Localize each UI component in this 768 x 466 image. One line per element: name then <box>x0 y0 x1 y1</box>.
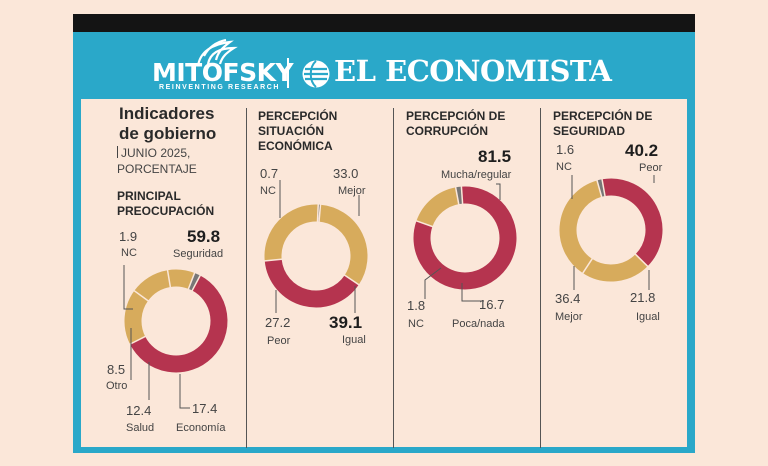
slice-separator <box>415 219 434 228</box>
top-bar <box>73 14 695 32</box>
slice-separator <box>343 274 361 286</box>
donut-slice-salud <box>134 270 171 302</box>
slice-separator <box>263 258 283 262</box>
slice-separator <box>191 274 202 292</box>
donut-slice-mejor <box>318 204 368 285</box>
chart-title: PRINCIPAL PREOCUPACIÓN <box>117 189 215 218</box>
value-label: 1.9 <box>119 229 138 244</box>
slice-separator <box>316 203 320 223</box>
donut-slice-igual <box>264 258 359 308</box>
donut-slice-econom-a <box>124 290 149 345</box>
category-label: Poca/nada <box>452 318 505 330</box>
slice-separator <box>318 203 322 223</box>
chart-title: PERCEPCIÓN DE SEGURIDAD <box>553 109 653 138</box>
category-label: Peor <box>639 162 663 174</box>
value-label: 81.5 <box>478 147 512 166</box>
slice-separator <box>133 289 150 302</box>
column-divider <box>246 108 247 448</box>
leader-line <box>179 374 190 409</box>
slice-separator <box>596 179 603 198</box>
page-subtitle: JUNIO 2025, PORCENTAJE <box>117 146 197 176</box>
brand-header: MITOFSKY REINVENTING RESEARCH EL ECONOMI… <box>0 38 768 94</box>
brand-separator <box>287 58 289 88</box>
value-label: 39.1 <box>329 313 363 332</box>
leader-line <box>461 283 484 302</box>
value-label: 27.2 <box>265 315 291 330</box>
leader-line <box>123 265 133 310</box>
mitofsky-wing-icon <box>196 38 238 67</box>
donut-slice-seguridad <box>130 275 228 373</box>
donut-chart-corrupcion <box>413 185 517 290</box>
leader-line <box>496 183 501 200</box>
category-label: Seguridad <box>173 248 224 260</box>
slice-separator <box>634 253 649 268</box>
chart-title: PERCEPCIÓN SITUACIÓN ECONÓMICA <box>258 109 338 153</box>
category-label: NC <box>556 161 572 173</box>
leader-line <box>424 267 442 299</box>
category-label: NC <box>121 247 137 259</box>
economista-logo: EL ECONOMISTA <box>334 54 612 88</box>
value-label: 8.5 <box>107 362 126 377</box>
value-label: 1.8 <box>407 298 426 313</box>
donut-slice-poca-nada <box>416 187 460 227</box>
category-label: Igual <box>636 311 660 323</box>
value-label: 59.8 <box>187 227 221 246</box>
slice-separator <box>166 269 172 289</box>
category-label: Mejor <box>555 311 583 323</box>
value-label: 17.4 <box>192 401 218 416</box>
value-label: 12.4 <box>126 403 152 418</box>
column-divider <box>393 108 394 448</box>
category-label: Peor <box>267 335 291 347</box>
category-label: NC <box>408 318 424 330</box>
category-label: Otro <box>106 380 128 392</box>
category-label: Salud <box>126 422 155 434</box>
donut-slice-mejor <box>559 180 603 274</box>
donut-slice-otro <box>167 269 195 289</box>
page-title: Indicadores de gobierno <box>119 104 217 143</box>
donut-slice-mucha-regular <box>413 186 517 290</box>
donut-slice-peor <box>264 204 319 261</box>
category-label: Igual <box>342 334 366 346</box>
slice-separator <box>454 186 460 206</box>
value-label: 33.0 <box>333 166 359 181</box>
value-label: 0.7 <box>260 166 279 181</box>
economista-globe-icon <box>302 60 330 88</box>
donut-slice-peor <box>602 178 663 267</box>
column-divider <box>540 108 541 448</box>
value-label: 40.2 <box>625 141 659 160</box>
mitofsky-logo: MITOFSKY <box>152 58 294 87</box>
value-label: 1.6 <box>556 142 575 157</box>
value-label: 21.8 <box>630 290 656 305</box>
mitofsky-tagline: REINVENTING RESEARCH <box>159 84 281 91</box>
slice-separator <box>601 178 606 198</box>
value-label: 16.7 <box>479 297 505 312</box>
donut-slice-igual <box>582 253 648 282</box>
slice-separator <box>187 271 196 291</box>
slice-separator <box>128 335 147 346</box>
slice-separator <box>460 185 464 205</box>
value-label: 36.4 <box>555 291 581 306</box>
category-label: Mucha/regular <box>441 169 512 181</box>
donut-chart-seguridad <box>559 178 663 282</box>
category-label: Economía <box>176 422 226 434</box>
category-label: Mejor <box>338 185 366 197</box>
donut-chart-situacion-economica <box>263 203 368 308</box>
category-label: NC <box>260 185 276 197</box>
slice-separator <box>581 257 594 275</box>
donut-chart-principal-preocupacion <box>124 269 228 373</box>
chart-title: PERCEPCIÓN DE CORRUPCIÓN <box>406 109 506 138</box>
